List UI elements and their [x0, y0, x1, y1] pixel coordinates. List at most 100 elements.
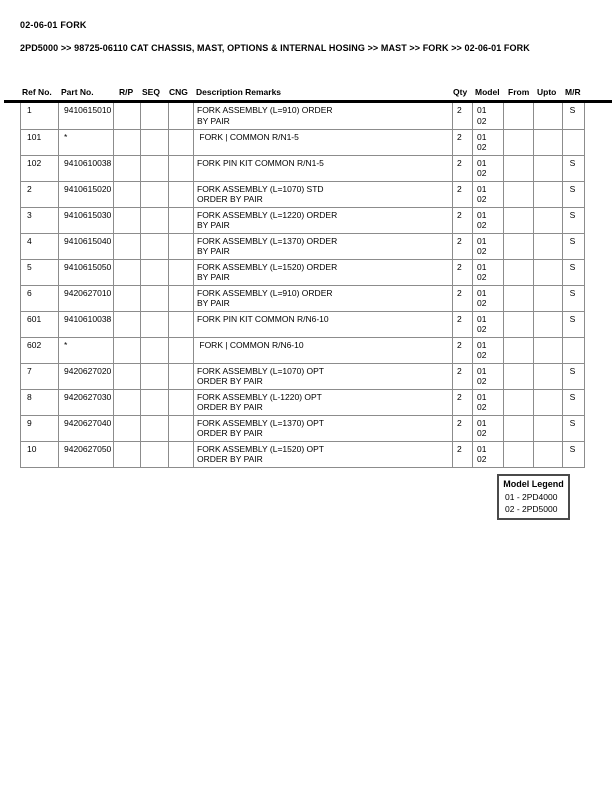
- ref-no-cell: 4: [20, 233, 59, 260]
- upto-cell: [533, 155, 563, 182]
- parts-table-body: 1 9410615010 FORK ASSEMBLY (L=910) ORDER…: [20, 103, 585, 468]
- description-cell: FORK ASSEMBLY (L=1220) ORDER BY PAIR: [193, 207, 453, 234]
- model-cell: 01 02: [472, 337, 504, 364]
- cng-cell: [168, 311, 194, 338]
- qty-cell: 2: [452, 415, 473, 442]
- table-row: 101 * FORK | COMMON R/N1-5 2 01 02: [20, 129, 585, 156]
- from-cell: [503, 259, 534, 286]
- column-header-cng: CNG: [169, 87, 188, 97]
- model-legend-entry: 01 - 2PD4000: [505, 492, 558, 502]
- from-cell: [503, 129, 534, 156]
- column-header-description: Description Remarks: [196, 87, 282, 97]
- upto-cell: [533, 233, 563, 260]
- rp-cell: [113, 311, 141, 338]
- ref-no-cell: 601: [20, 311, 59, 338]
- part-no-cell: 9420627040: [58, 415, 114, 442]
- part-no-cell: 9410610038: [58, 155, 114, 182]
- rp-cell: [113, 363, 141, 390]
- mr-cell: S: [562, 389, 585, 416]
- part-no-cell: 9420627030: [58, 389, 114, 416]
- model-legend-box: Model Legend 01 - 2PD4000 02 - 2PD5000: [497, 474, 570, 520]
- description-cell: FORK | COMMON R/N1-5: [193, 129, 453, 156]
- qty-cell: 2: [452, 337, 473, 364]
- qty-cell: 2: [452, 233, 473, 260]
- model-cell: 01 02: [472, 155, 504, 182]
- column-header-model: Model: [475, 87, 500, 97]
- qty-cell: 2: [452, 259, 473, 286]
- seq-cell: [140, 311, 169, 338]
- table-row: 4 9410615040 FORK ASSEMBLY (L=1370) ORDE…: [20, 233, 585, 260]
- from-cell: [503, 103, 534, 130]
- qty-cell: 2: [452, 207, 473, 234]
- ref-no-cell: 102: [20, 155, 59, 182]
- cng-cell: [168, 441, 194, 468]
- qty-cell: 2: [452, 363, 473, 390]
- model-cell: 01 02: [472, 363, 504, 390]
- seq-cell: [140, 103, 169, 130]
- table-row: 6 9420627010 FORK ASSEMBLY (L=910) ORDER…: [20, 285, 585, 312]
- ref-no-cell: 8: [20, 389, 59, 416]
- rp-cell: [113, 207, 141, 234]
- ref-no-cell: 101: [20, 129, 59, 156]
- from-cell: [503, 415, 534, 442]
- rp-cell: [113, 103, 141, 130]
- description-cell: FORK | COMMON R/N6-10: [193, 337, 453, 364]
- cng-cell: [168, 285, 194, 312]
- column-header-rp: R/P: [119, 87, 134, 97]
- upto-cell: [533, 103, 563, 130]
- table-row: 2 9410615020 FORK ASSEMBLY (L=1070) STD …: [20, 181, 585, 208]
- ref-no-cell: 2: [20, 181, 59, 208]
- from-cell: [503, 233, 534, 260]
- mr-cell: S: [562, 441, 585, 468]
- seq-cell: [140, 363, 169, 390]
- column-header-upto: Upto: [537, 87, 557, 97]
- part-no-cell: 9410615040: [58, 233, 114, 260]
- column-header-qty: Qty: [453, 87, 468, 97]
- from-cell: [503, 285, 534, 312]
- part-no-cell: *: [58, 129, 114, 156]
- rp-cell: [113, 337, 141, 364]
- model-cell: 01 02: [472, 415, 504, 442]
- ref-no-cell: 1: [20, 103, 59, 130]
- from-cell: [503, 441, 534, 468]
- from-cell: [503, 155, 534, 182]
- table-row: 5 9410615050 FORK ASSEMBLY (L=1520) ORDE…: [20, 259, 585, 286]
- description-cell: FORK ASSEMBLY (L=1370) ORDER BY PAIR: [193, 233, 453, 260]
- cng-cell: [168, 129, 194, 156]
- table-column-headers: Ref No. Part No. R/P SEQ CNG Description…: [20, 87, 584, 97]
- upto-cell: [533, 363, 563, 390]
- ref-no-cell: 7: [20, 363, 59, 390]
- qty-cell: 2: [452, 311, 473, 338]
- rp-cell: [113, 181, 141, 208]
- mr-cell: S: [562, 233, 585, 260]
- upto-cell: [533, 259, 563, 286]
- seq-cell: [140, 129, 169, 156]
- upto-cell: [533, 129, 563, 156]
- upto-cell: [533, 181, 563, 208]
- part-no-cell: 9410615050: [58, 259, 114, 286]
- seq-cell: [140, 415, 169, 442]
- column-header-ref-no: Ref No.: [22, 87, 52, 97]
- upto-cell: [533, 441, 563, 468]
- table-row: 3 9410615030 FORK ASSEMBLY (L=1220) ORDE…: [20, 207, 585, 234]
- table-row: 1 9410615010 FORK ASSEMBLY (L=910) ORDER…: [20, 103, 585, 130]
- cng-cell: [168, 363, 194, 390]
- qty-cell: 2: [452, 103, 473, 130]
- part-no-cell: 9420627010: [58, 285, 114, 312]
- model-cell: 01 02: [472, 103, 504, 130]
- model-cell: 01 02: [472, 181, 504, 208]
- column-header-part-no: Part No.: [61, 87, 94, 97]
- part-no-cell: 9410615010: [58, 103, 114, 130]
- from-cell: [503, 389, 534, 416]
- part-no-cell: 9420627050: [58, 441, 114, 468]
- rp-cell: [113, 233, 141, 260]
- rp-cell: [113, 441, 141, 468]
- cng-cell: [168, 415, 194, 442]
- ref-no-cell: 6: [20, 285, 59, 312]
- ref-no-cell: 10: [20, 441, 59, 468]
- upto-cell: [533, 415, 563, 442]
- seq-cell: [140, 181, 169, 208]
- seq-cell: [140, 233, 169, 260]
- description-cell: FORK ASSEMBLY (L=910) ORDER BY PAIR: [193, 285, 453, 312]
